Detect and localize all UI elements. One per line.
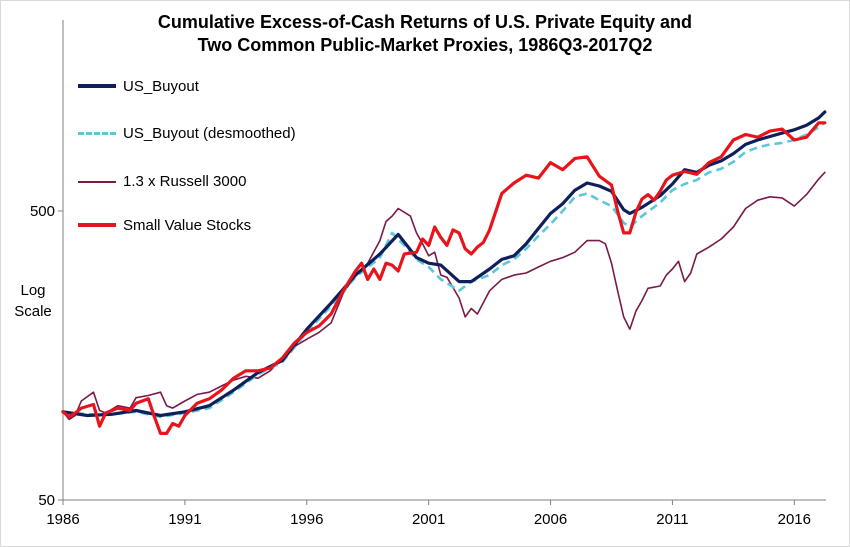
y-tick-label: 500 <box>30 203 55 220</box>
series-line-us-buyout <box>61 110 827 418</box>
y-tick-label: 50 <box>38 492 55 509</box>
x-tick-label: 1996 <box>290 511 323 528</box>
legend-label-small-value-stocks: Small Value Stocks <box>123 217 252 234</box>
y-axis-label-line-2: Scale <box>14 303 52 320</box>
legend-swatch-us-buyout-desmoothed <box>78 132 116 135</box>
chart-tick-labels: 1986 1991 1996 2001 2006 2011 2016 50 500 <box>30 203 811 528</box>
x-tick-label: 2016 <box>778 511 811 528</box>
chart-title-line-2: Two Common Public-Market Proxies, 1986Q3… <box>197 35 653 55</box>
legend-label-us-buyout: US_Buyout <box>123 78 199 95</box>
legend-label-us-buyout-desmoothed: US_Buyout (desmoothed) <box>123 125 296 142</box>
legend-swatch-us-buyout <box>78 84 116 88</box>
x-tick-label: 2011 <box>656 511 688 528</box>
x-tick-label: 2006 <box>534 511 567 528</box>
legend-label-russell-3000: 1.3 x Russell 3000 <box>123 173 247 190</box>
y-axis-label-line-1: Log <box>20 282 45 299</box>
series-line-small-value-stocks <box>61 121 827 435</box>
x-tick-label: 1986 <box>46 511 79 528</box>
chart-title-line-1: Cumulative Excess-of-Cash Returns of U.S… <box>157 12 693 32</box>
chart-title: Cumulative Excess-of-Cash Returns of U.S… <box>0 11 850 57</box>
chart-series-layer <box>61 110 827 435</box>
chart-axes <box>62 20 826 501</box>
x-tick-label: 1991 <box>168 511 201 528</box>
legend-swatch-small-value-stocks <box>78 223 116 227</box>
series-line-1-3-x-russell-3000 <box>62 171 826 421</box>
legend-swatch-russell-3000 <box>78 181 116 183</box>
x-tick-label: 2001 <box>412 511 445 528</box>
